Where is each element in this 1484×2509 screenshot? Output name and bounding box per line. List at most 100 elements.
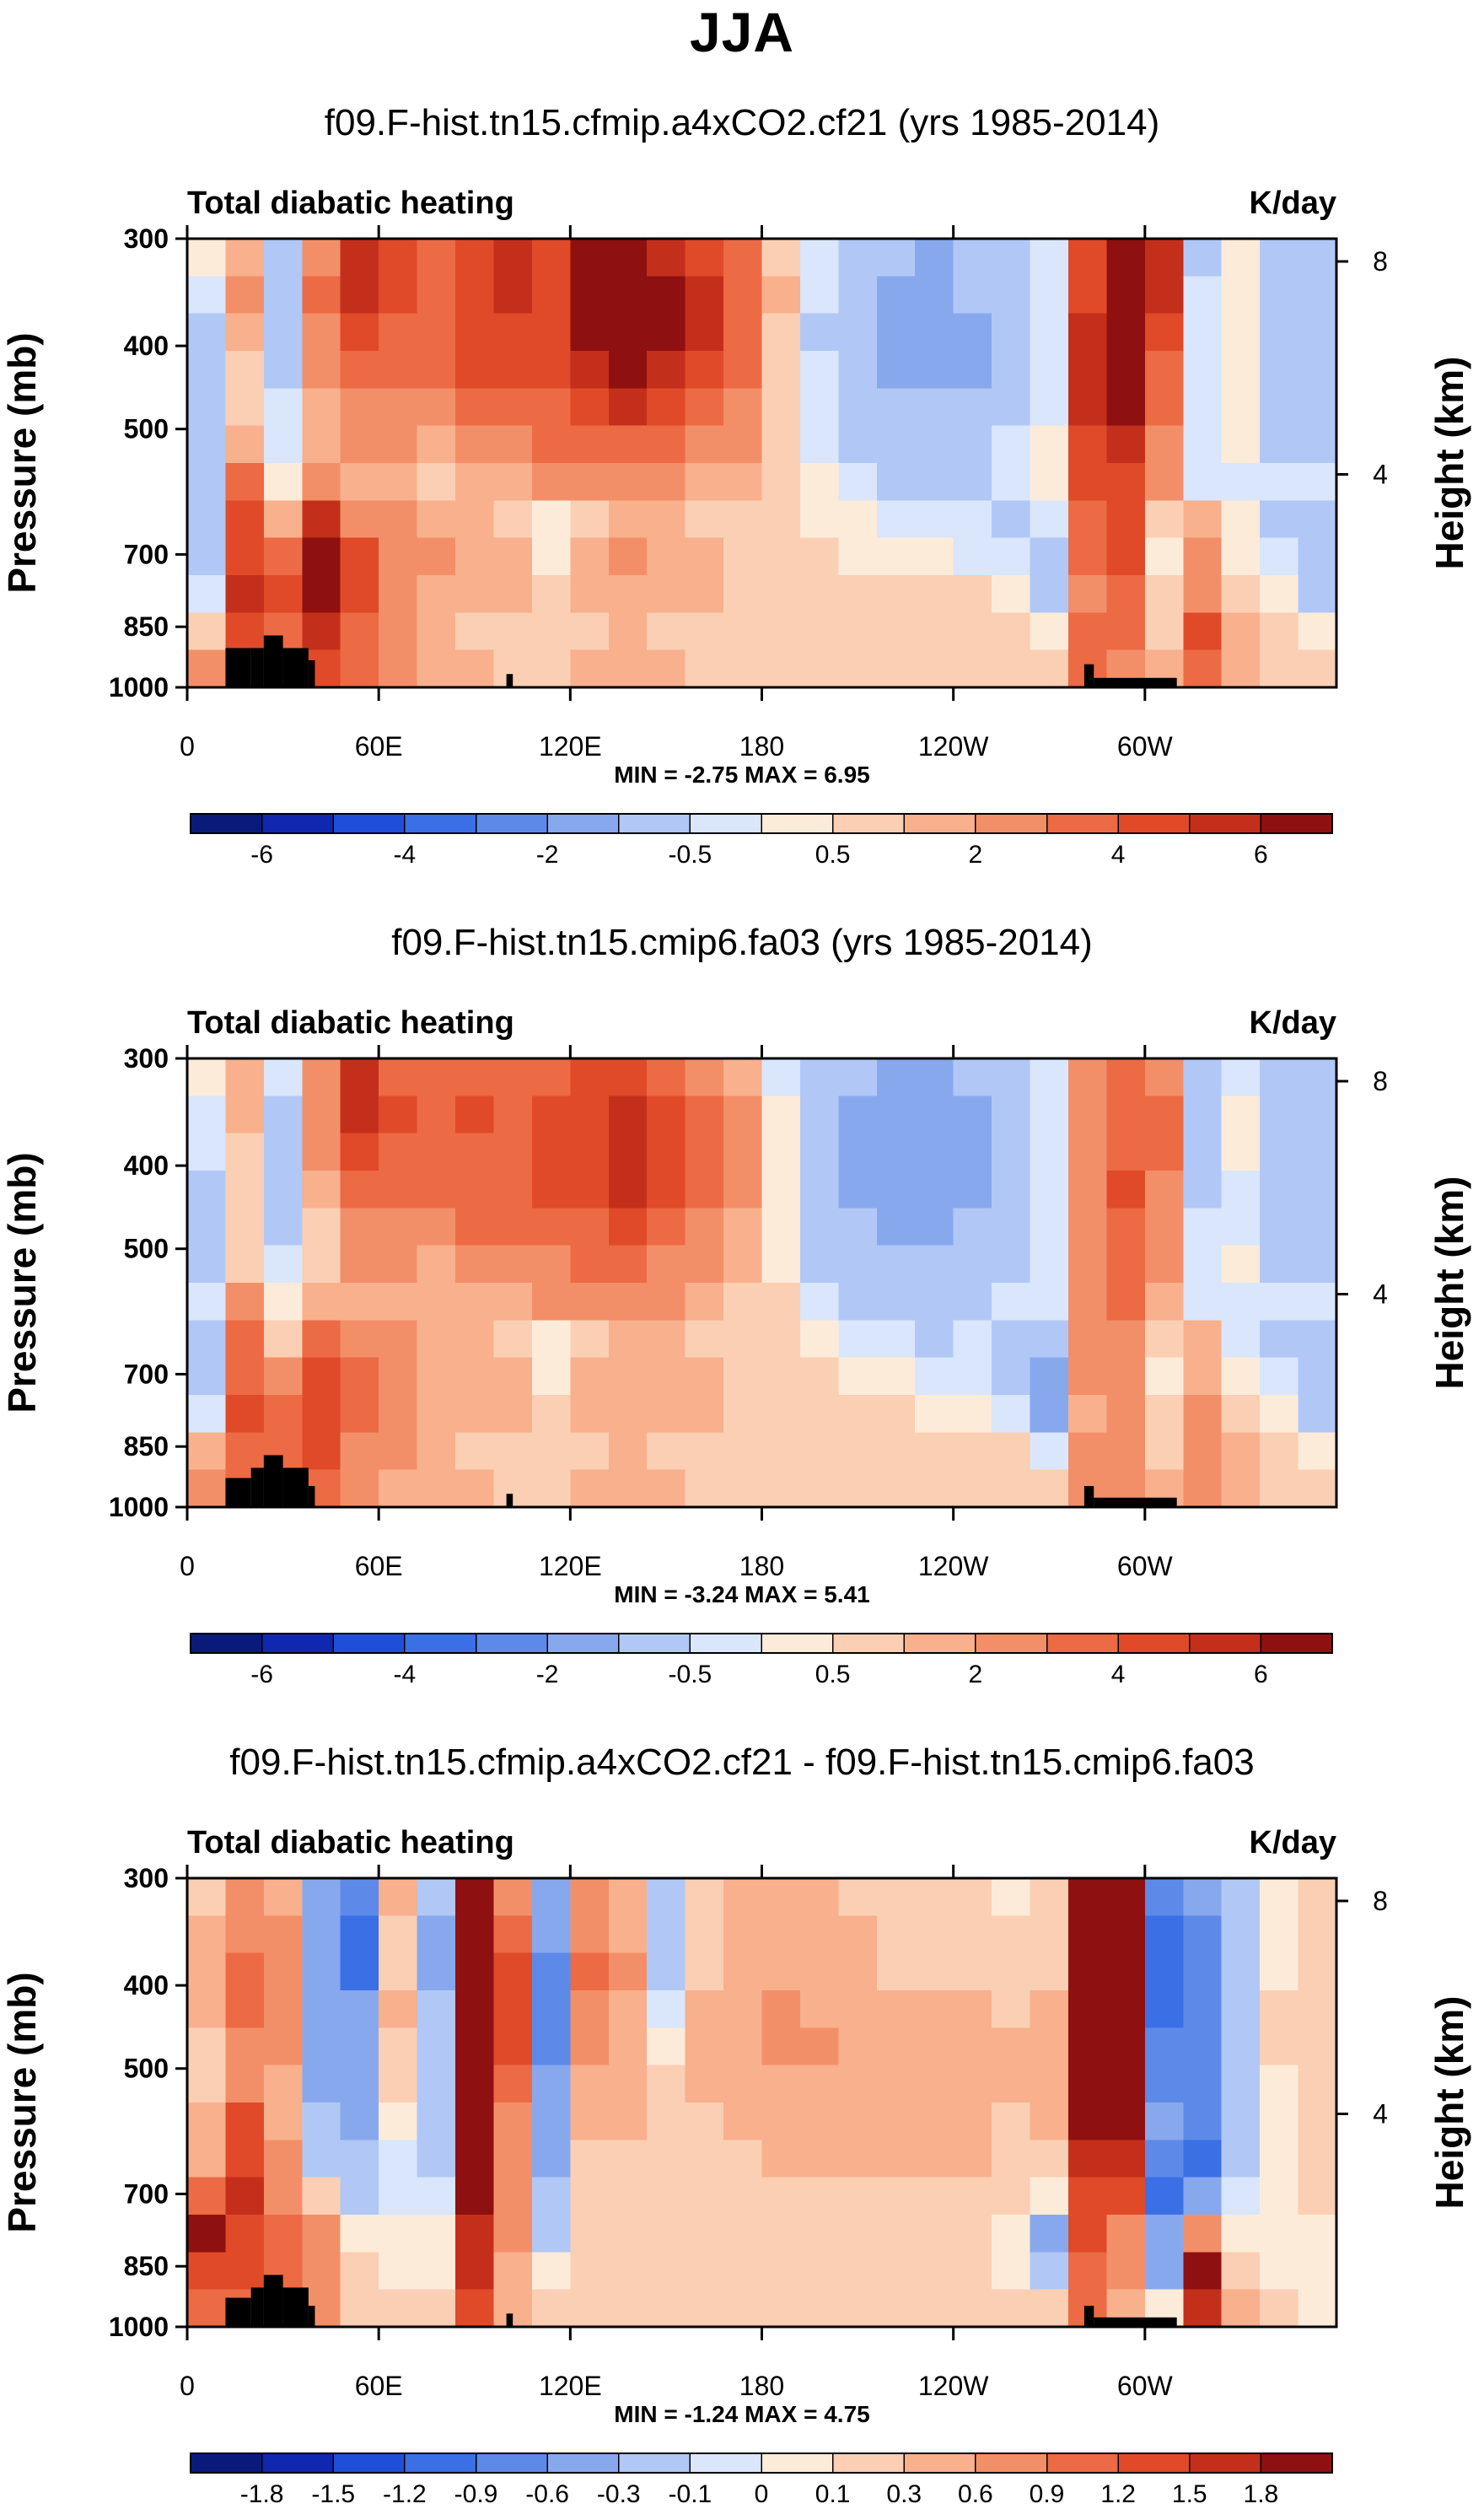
heatmap-cell bbox=[915, 1878, 954, 1916]
heatmap-cell bbox=[876, 1432, 916, 1471]
terrain-mask bbox=[250, 1467, 264, 1507]
heatmap-cell bbox=[570, 1058, 610, 1096]
heatmap-cell bbox=[1106, 1990, 1146, 2028]
heatmap-cell bbox=[915, 612, 954, 651]
x-tick-label: 60W bbox=[1117, 2371, 1174, 2401]
heatmap-cell bbox=[1298, 388, 1337, 427]
heatmap-cell bbox=[915, 537, 954, 576]
heatmap-cell bbox=[570, 1432, 610, 1471]
y-tick-label: 700 bbox=[124, 1359, 169, 1389]
colorbar bbox=[190, 2452, 1333, 2474]
heatmap-cell bbox=[302, 2027, 341, 2066]
heatmap-cell bbox=[953, 1245, 992, 1284]
heatmap-cell bbox=[493, 239, 533, 277]
heatmap-cell bbox=[876, 575, 916, 613]
heatmap-cell bbox=[263, 1283, 303, 1321]
heatmap-cell bbox=[876, 351, 916, 389]
heatmap-cell bbox=[723, 2140, 763, 2178]
heatmap-cell bbox=[570, 1915, 610, 1954]
heatmap-cell bbox=[723, 2289, 763, 2328]
heatmap-cell bbox=[685, 2177, 724, 2216]
heatmap-cell bbox=[876, 239, 916, 277]
heatmap-cell bbox=[1298, 2065, 1337, 2103]
heatmap-cell bbox=[1298, 575, 1337, 613]
heatmap-cell bbox=[685, 1208, 724, 1246]
heatmap-cell bbox=[685, 649, 724, 688]
colorbar-swatch bbox=[1117, 813, 1191, 834]
heatmap-cell bbox=[608, 2215, 648, 2253]
heatmap-cell bbox=[493, 1096, 533, 1134]
heatmap-cell bbox=[1260, 1952, 1299, 1991]
heatmap-cell bbox=[225, 1432, 265, 1471]
heatmap-cell bbox=[1260, 1133, 1299, 1171]
heatmap-cell bbox=[340, 351, 379, 389]
heatmap-cell bbox=[1183, 313, 1223, 352]
heatmap-cell bbox=[799, 1990, 839, 2028]
heatmap-cell bbox=[876, 1283, 916, 1321]
heatmap-cell bbox=[723, 2252, 763, 2291]
heatmap-cell bbox=[647, 1208, 686, 1246]
heatmap-cell bbox=[1260, 537, 1299, 576]
heatmap-cell bbox=[1298, 313, 1337, 352]
panel-title: f09.F-hist.tn15.cfmip.a4xCO2.cf21 (yrs 1… bbox=[325, 102, 1159, 143]
heatmap-cell bbox=[1260, 2177, 1299, 2216]
heatmap-cell bbox=[1067, 575, 1107, 613]
heatmap-cell bbox=[340, 1058, 379, 1096]
heatmap-cell bbox=[761, 2102, 801, 2140]
terrain-mask bbox=[506, 674, 513, 687]
heatmap-cell bbox=[379, 2065, 418, 2103]
colorbar-swatch bbox=[975, 1633, 1048, 1654]
heatmap-cell bbox=[1030, 1133, 1069, 1171]
heatmap-cell bbox=[1144, 2027, 1184, 2066]
colorbar-swatch bbox=[475, 2452, 548, 2474]
terrain-mask bbox=[1094, 677, 1177, 687]
heatmap-cell bbox=[685, 463, 724, 501]
heatmap-cell bbox=[1221, 388, 1261, 427]
heatmap-cell bbox=[647, 1283, 686, 1321]
heatmap-cell bbox=[493, 1245, 533, 1284]
heatmap-cell bbox=[723, 500, 763, 539]
heatmap-cell bbox=[1106, 1952, 1146, 1991]
heatmap-cell bbox=[1144, 1357, 1184, 1396]
colorbar-swatch bbox=[618, 1633, 691, 1654]
heatmap-cell bbox=[723, 388, 763, 427]
heatmap-cell bbox=[340, 1133, 379, 1171]
heatmap-cell bbox=[953, 1915, 992, 1954]
heatmap-cell bbox=[417, 1133, 456, 1171]
heatmap-cell bbox=[570, 2065, 610, 2103]
heatmap-cell bbox=[1144, 351, 1184, 389]
y-tick-label: 850 bbox=[124, 611, 169, 642]
heatmap-cell bbox=[225, 239, 265, 277]
heatmap-cell bbox=[531, 1245, 571, 1284]
heatmap-cell bbox=[915, 1058, 954, 1096]
heatmap-cell bbox=[570, 2027, 610, 2066]
heatmap-cell bbox=[1144, 1283, 1184, 1321]
heatmap-cell bbox=[340, 612, 379, 651]
heatmap-cell bbox=[225, 1357, 265, 1396]
heatmap-cell bbox=[799, 1283, 839, 1321]
heatmap-cell bbox=[1067, 463, 1107, 501]
heatmap-cell bbox=[1298, 612, 1337, 651]
heatmap-cell bbox=[531, 1395, 571, 1433]
heatmap-cell bbox=[379, 1245, 418, 1284]
heatmap-cell bbox=[647, 1171, 686, 1209]
heatmap-cell bbox=[1221, 351, 1261, 389]
heatmap-cell bbox=[953, 2065, 992, 2103]
heatmap-cell bbox=[953, 2215, 992, 2253]
heatmap-cell bbox=[455, 1171, 495, 1209]
heatmap-cell bbox=[723, 1096, 763, 1134]
heatmap-cell bbox=[570, 1245, 610, 1284]
heatmap-cell bbox=[493, 1320, 533, 1359]
heatmap-cell bbox=[876, 1952, 916, 1991]
heatmap-cell bbox=[685, 1245, 724, 1284]
heatmap-cell bbox=[263, 575, 303, 613]
heatmap-cell bbox=[647, 2065, 686, 2103]
colorbar-label: -2 bbox=[536, 841, 559, 869]
heatmap-cell bbox=[761, 1952, 801, 1991]
heatmap-cell bbox=[455, 276, 495, 315]
heatmap-cell bbox=[1260, 1469, 1299, 1508]
heatmap-cell bbox=[608, 1171, 648, 1209]
heatmap-cell bbox=[302, 1395, 341, 1433]
heatmap-cell bbox=[992, 2289, 1031, 2328]
heatmap-cell bbox=[531, 1283, 571, 1321]
